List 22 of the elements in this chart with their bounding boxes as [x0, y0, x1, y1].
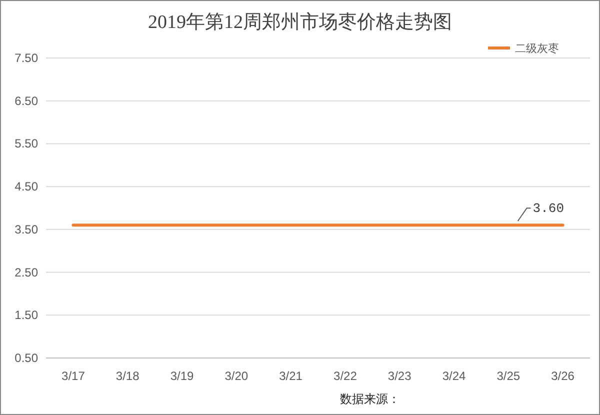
legend-label: 二级灰枣	[515, 42, 559, 55]
y-tick-label: 5.50	[14, 136, 38, 151]
y-tick-label: 4.50	[14, 180, 38, 194]
source-note: 数据来源：	[340, 392, 400, 406]
x-tick-label: 3/20	[224, 369, 248, 383]
x-tick-label: 3/18	[116, 369, 140, 383]
x-tick-label: 3/26	[551, 369, 575, 383]
y-tick-label: 7.50	[14, 51, 38, 65]
x-tick-label: 3/22	[334, 369, 358, 383]
y-tick-label: 3.50	[14, 222, 38, 236]
x-tick-label: 3/23	[388, 369, 412, 383]
title: 2019年第12周郑州市场枣价格走势图	[148, 12, 452, 33]
x-tick-label: 3/24	[442, 369, 466, 383]
y-tick-label: 2.50	[14, 265, 38, 280]
data-label: 3.60	[532, 201, 564, 216]
y-tick-label: 0.50	[14, 351, 38, 365]
y-tick-label: 6.50	[14, 94, 38, 108]
x-tick-label: 3/21	[279, 369, 303, 383]
x-tick-label: 3/25	[496, 369, 520, 383]
x-tick-label: 3/17	[62, 369, 86, 383]
y-tick-label: 1.50	[14, 308, 38, 322]
x-tick-label: 3/19	[170, 369, 194, 383]
